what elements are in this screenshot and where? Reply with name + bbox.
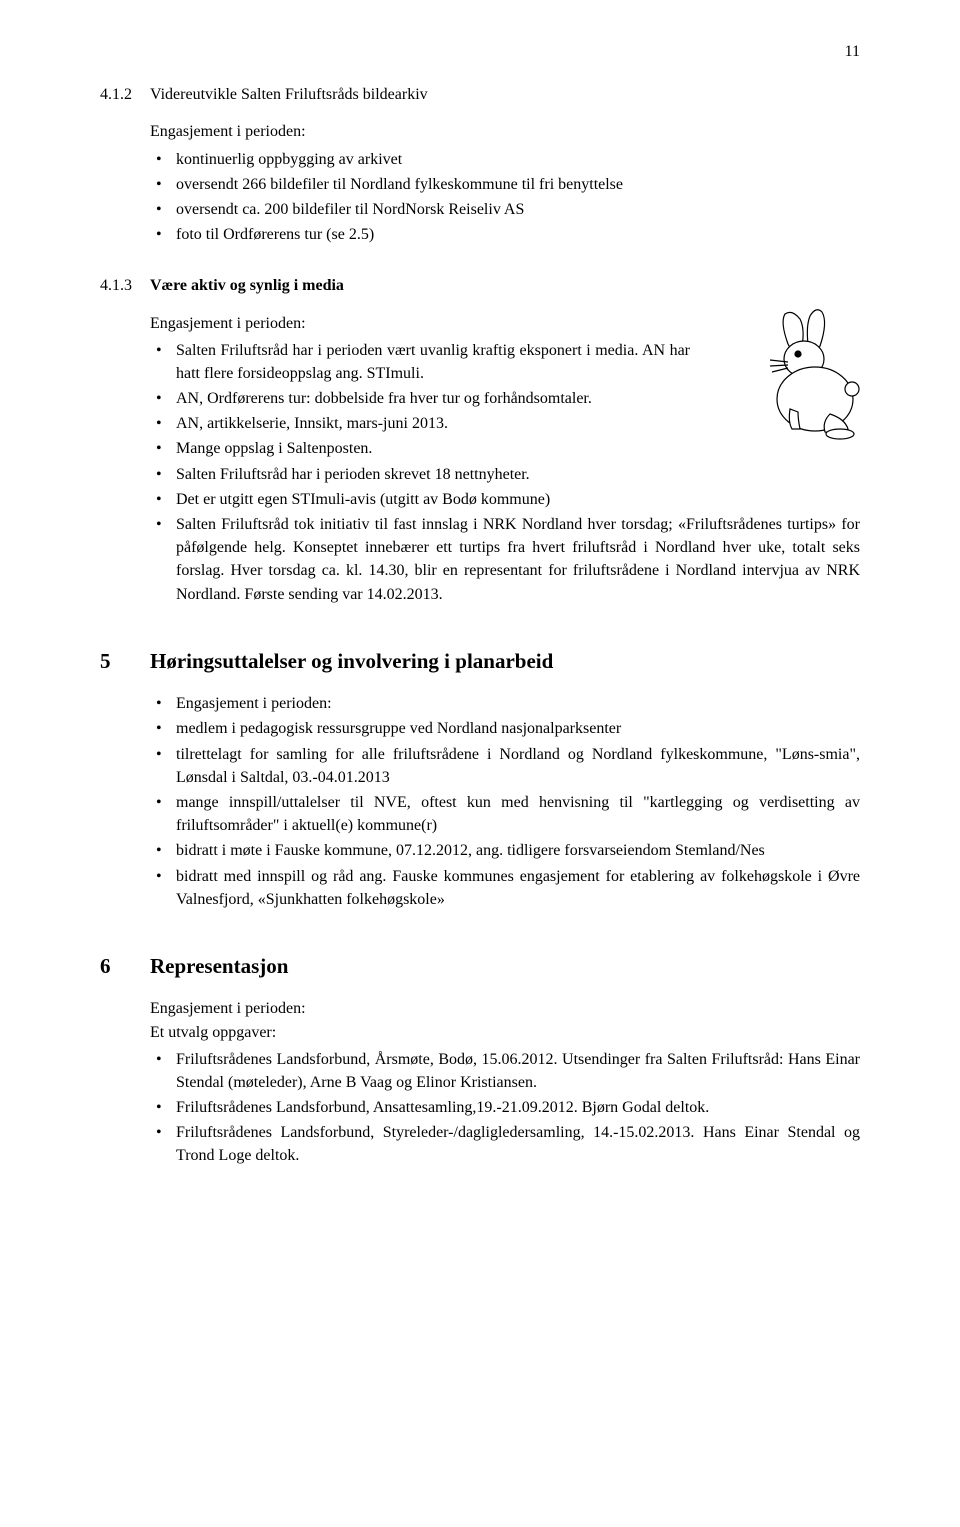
section-title: Være aktiv og synlig i media [150,274,860,297]
heading-5: 5 Høringsuttalelser og involvering i pla… [100,646,860,676]
list-item: AN, artikkelserie, Innsikt, mars-juni 20… [150,412,690,435]
list-item: Salten Friluftsråd tok initiativ til fas… [150,513,860,606]
heading-number: 5 [100,646,150,676]
rabbit-illustration-icon [730,304,880,454]
bullet-list: kontinuerlig oppbygging av arkivet overs… [150,148,860,247]
heading-title: Høringsuttalelser og involvering i plana… [150,646,860,676]
heading-number: 6 [100,951,150,981]
heading-title: Representasjon [150,951,860,981]
list-item: Friluftsrådenes Landsforbund, Årsmøte, B… [150,1048,860,1094]
list-item: foto til Ordførerens tur (se 2.5) [150,223,860,246]
sub-label: Et utvalg oppgaver: [150,1021,860,1044]
list-item: bidratt med innspill og råd ang. Fauske … [150,865,860,911]
list-item: Salten Friluftsråd har i perioden vært u… [150,339,690,385]
list-item: AN, Ordførerens tur: dobbelside fra hver… [150,387,690,410]
list-item: Engasjement i perioden: [150,692,860,715]
list-item: Salten Friluftsråd har i perioden skreve… [150,463,690,486]
section-4-1-3: 4.1.3 Være aktiv og synlig i media [100,274,860,605]
engagement-label: Engasjement i perioden: [150,997,860,1020]
section-title: Videreutvikle Salten Friluftsråds bildea… [150,83,860,106]
list-item: Friluftsrådenes Landsforbund, Styreleder… [150,1121,860,1167]
list-item: medlem i pedagogisk ressursgruppe ved No… [150,717,860,740]
section-number: 4.1.3 [100,274,150,297]
heading-6: 6 Representasjon [100,951,860,981]
list-item: Friluftsrådenes Landsforbund, Ansattesam… [150,1096,860,1119]
list-item: mange innspill/uttalelser til NVE, oftes… [150,791,860,837]
list-item: kontinuerlig oppbygging av arkivet [150,148,860,171]
engagement-label: Engasjement i perioden: [150,120,860,143]
section-number: 4.1.2 [100,83,150,106]
section-4-1-2: 4.1.2 Videreutvikle Salten Friluftsråds … [100,83,860,246]
page-number: 11 [100,40,860,63]
list-item: oversendt ca. 200 bildefiler til NordNor… [150,198,860,221]
list-item: bidratt i møte i Fauske kommune, 07.12.2… [150,839,860,862]
bullet-list: Engasjement i perioden: medlem i pedagog… [150,692,860,911]
list-item: Mange oppslag i Saltenposten. [150,437,690,460]
list-item: tilrettelagt for samling for alle friluf… [150,743,860,789]
bullet-list: Friluftsrådenes Landsforbund, Årsmøte, B… [150,1048,860,1168]
list-item: Det er utgitt egen STImuli-avis (utgitt … [150,488,690,511]
list-item: oversendt 266 bildefiler til Nordland fy… [150,173,860,196]
